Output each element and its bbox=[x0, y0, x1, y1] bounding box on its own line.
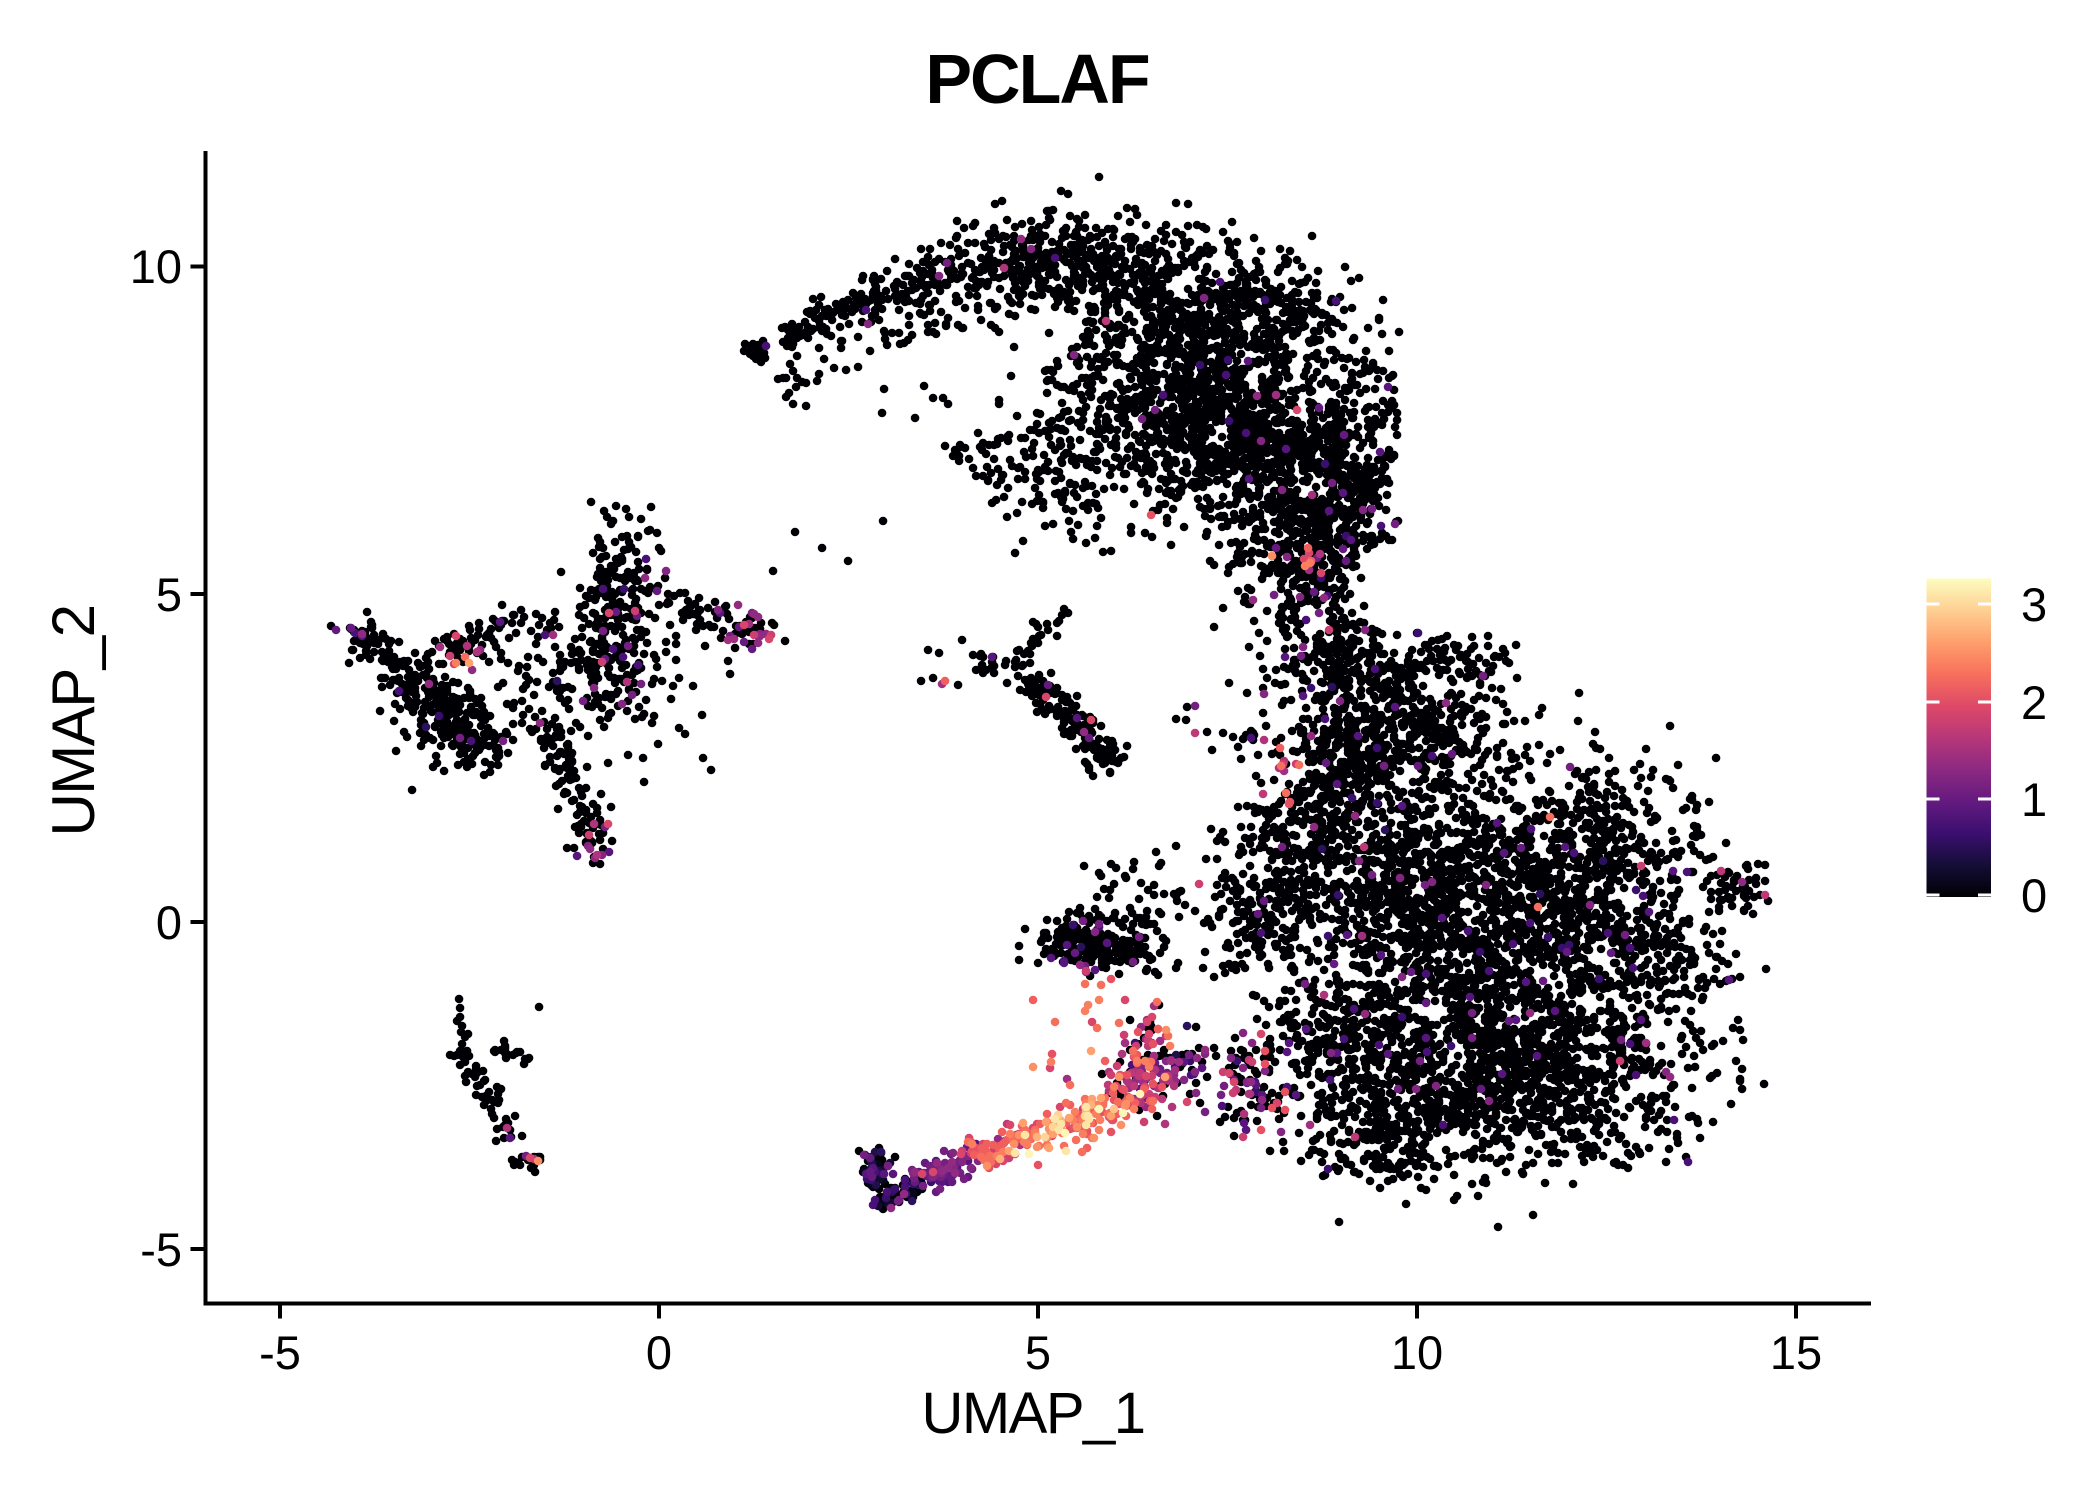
svg-text:1: 1 bbox=[2021, 773, 2047, 826]
svg-text:3: 3 bbox=[2021, 578, 2047, 631]
svg-text:UMAP_2: UMAP_2 bbox=[40, 605, 107, 836]
svg-text:15: 15 bbox=[1770, 1326, 1822, 1379]
svg-text:0: 0 bbox=[2021, 869, 2047, 922]
svg-text:0: 0 bbox=[646, 1326, 672, 1379]
svg-text:2: 2 bbox=[2021, 676, 2047, 729]
svg-text:UMAP_1: UMAP_1 bbox=[921, 1381, 1144, 1446]
svg-text:-5: -5 bbox=[140, 1223, 182, 1276]
svg-text:10: 10 bbox=[130, 240, 182, 293]
svg-text:0: 0 bbox=[156, 896, 182, 949]
svg-text:PCLAF: PCLAF bbox=[925, 40, 1149, 118]
svg-text:5: 5 bbox=[1025, 1326, 1051, 1379]
svg-text:5: 5 bbox=[156, 568, 182, 621]
svg-text:-5: -5 bbox=[259, 1326, 301, 1379]
svg-text:10: 10 bbox=[1391, 1326, 1443, 1379]
